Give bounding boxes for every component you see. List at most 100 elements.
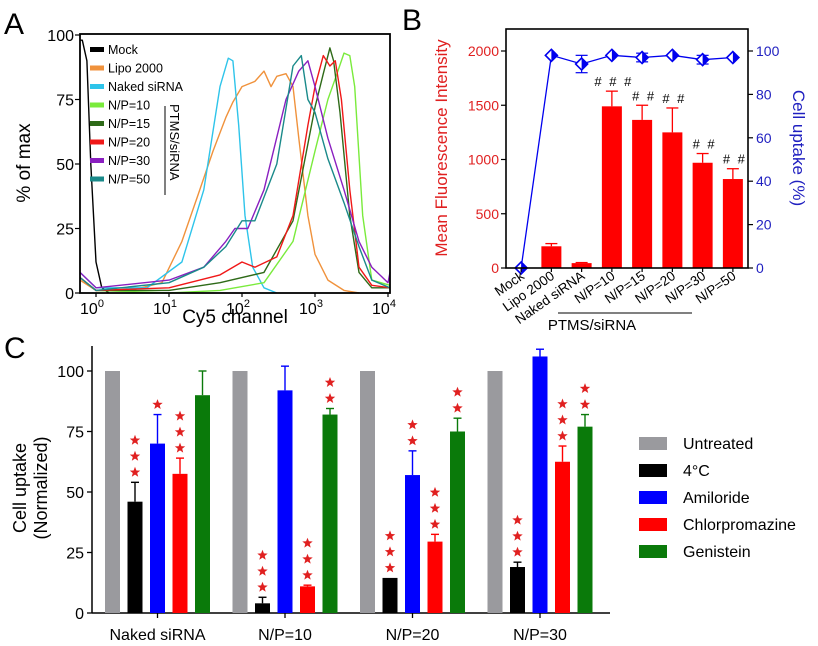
c-bar xyxy=(300,586,315,613)
panel-b-mfi-bar-chart: # # ## # # ## ## #05001000150020000204060… xyxy=(468,28,780,327)
c-ytick-label: 100 xyxy=(57,364,84,381)
a-legend-label: N/P=50 xyxy=(108,173,150,187)
c-significance-star xyxy=(384,546,396,557)
c-significance-star xyxy=(302,569,313,580)
c-significance-star xyxy=(302,537,313,548)
b-uptake-marker-half xyxy=(642,51,649,64)
b-uptake-marker-half xyxy=(732,51,739,64)
c-significance-star xyxy=(324,393,336,403)
c-significance-star xyxy=(302,553,313,564)
b-uptake-marker-half xyxy=(551,49,558,62)
b-y2tick-label: 20 xyxy=(756,217,772,233)
a-legend-swatch xyxy=(90,176,104,182)
a-legend-label: N/P=15 xyxy=(108,117,150,131)
a-ytick-label: 75 xyxy=(56,93,74,110)
c-ylabel-line2: (Normalized) xyxy=(31,436,51,539)
c-bar xyxy=(555,461,570,613)
c-significance-star xyxy=(452,402,463,413)
b-bar xyxy=(722,179,743,268)
b-bar xyxy=(601,106,622,269)
a-series-line-4 xyxy=(79,47,390,292)
c-bar xyxy=(510,567,525,613)
c-significance-star xyxy=(384,562,396,573)
c-bar xyxy=(105,371,120,613)
b-significance-label: # # xyxy=(662,91,686,106)
c-significance-star xyxy=(579,383,591,393)
c-bar xyxy=(322,414,338,613)
c-significance-star xyxy=(324,377,336,387)
c-significance-star xyxy=(557,430,568,441)
c-significance-star xyxy=(257,581,268,592)
b-uptake-marker-half xyxy=(702,53,709,66)
c-significance-star xyxy=(174,410,186,421)
c-significance-star xyxy=(384,530,396,541)
c-bar xyxy=(277,390,293,613)
a-ylabel: % of max xyxy=(14,123,35,203)
b-uptake-marker-half xyxy=(611,49,618,62)
c-significance-star xyxy=(512,514,523,525)
a-xtick-label: 100 xyxy=(80,298,104,318)
b-significance-label: # # xyxy=(632,88,656,103)
b-y2tick-label: 0 xyxy=(756,260,764,276)
c-bar xyxy=(405,475,420,613)
c-significance-star xyxy=(579,399,591,409)
a-ytick-label: 100 xyxy=(47,28,74,45)
c-legend-label: Untreated xyxy=(683,436,753,453)
c-xtick-label: Naked siRNA xyxy=(109,627,205,644)
b-bar xyxy=(632,119,653,269)
panel-label-b: B xyxy=(402,4,422,37)
a-xtick-label: 104 xyxy=(372,298,396,318)
c-bar xyxy=(427,541,443,613)
c-bar xyxy=(255,603,270,613)
c-ytick-label: 0 xyxy=(75,606,84,623)
c-bar xyxy=(360,371,375,613)
c-bar xyxy=(577,426,593,613)
c-legend-swatch xyxy=(639,518,667,531)
c-legend-swatch xyxy=(639,545,667,558)
c-bar xyxy=(450,431,465,613)
b-significance-label: # # xyxy=(693,137,717,152)
c-significance-star xyxy=(257,549,268,560)
c-legend-swatch xyxy=(639,464,667,477)
c-significance-star xyxy=(152,399,163,409)
panel-c-inhibitor-bar-chart: 0 25 50 75 100 Naked siRNA N/P=10 N/P=20 N/P=30 U… xyxy=(57,346,796,644)
a-legend-swatch xyxy=(90,84,104,89)
c-significance-star xyxy=(407,419,418,430)
c-ytick-label: 75 xyxy=(66,425,84,442)
c-legend-label: 4°C xyxy=(683,463,710,480)
b-uptake-marker-half xyxy=(581,58,588,71)
a-legend-swatch xyxy=(90,121,104,126)
c-legend-label: Genistein xyxy=(683,544,751,561)
c-significance-star xyxy=(129,450,141,461)
b-ytick-label: 500 xyxy=(476,206,500,222)
a-legend-label: Lipo 2000 xyxy=(108,62,163,76)
a-xlabel: Cy5 channel xyxy=(182,307,288,328)
c-significance-star xyxy=(429,486,441,497)
c-xtick-label: N/P=10 xyxy=(258,627,312,644)
b-y2tick-label: 80 xyxy=(756,86,772,102)
a-legend-label: Mock xyxy=(108,43,139,57)
b-y2tick-label: 100 xyxy=(756,43,780,59)
c-bar xyxy=(232,371,248,613)
b-y2tick-label: 40 xyxy=(756,173,772,189)
a-legend-swatch xyxy=(90,102,104,108)
b-xlabel: PTMS/siRNA xyxy=(548,317,636,334)
c-bar xyxy=(382,577,398,613)
a-ytick-label: 50 xyxy=(56,157,74,174)
b-significance-label: # # xyxy=(723,152,747,167)
c-significance-star xyxy=(512,546,523,557)
c-bar xyxy=(487,371,503,613)
c-bar xyxy=(172,473,188,613)
c-significance-star xyxy=(257,565,268,576)
b-bar xyxy=(571,263,592,268)
a-legend-swatch xyxy=(90,139,104,145)
c-bar xyxy=(150,443,165,613)
a-legend-swatch xyxy=(90,65,104,71)
a-legend-label: N/P=10 xyxy=(108,99,150,113)
b-y2label: Cell uptake (%) xyxy=(789,90,808,206)
c-significance-star xyxy=(407,435,418,446)
panel-label-c: C xyxy=(4,332,26,365)
c-bar xyxy=(532,356,548,613)
